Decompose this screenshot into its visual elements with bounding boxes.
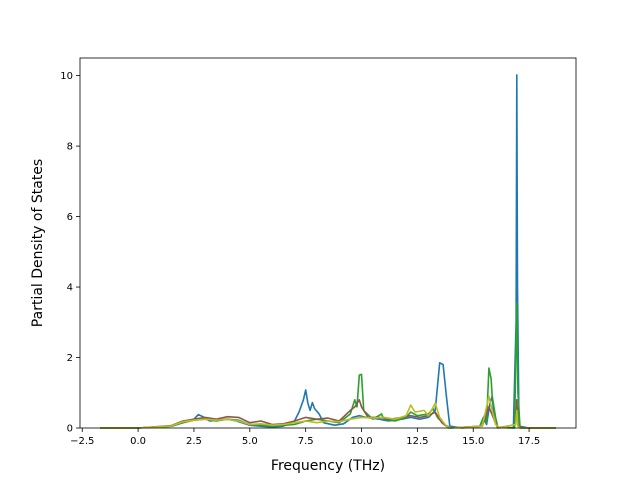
plot-frame <box>79 57 577 429</box>
y-tick-label: 0 <box>67 424 73 435</box>
y-tick-label: 6 <box>67 212 73 223</box>
series-layer <box>100 74 556 429</box>
x-tick-label: 7.5 <box>298 436 314 447</box>
series-line-3 <box>100 398 556 429</box>
series-line-4 <box>100 395 556 429</box>
y-tick-label: 8 <box>67 142 73 153</box>
x-tick-label: 2.5 <box>186 436 202 447</box>
x-tick-label: 12.5 <box>406 436 428 447</box>
y-tick-label: 10 <box>60 71 73 82</box>
y-tick-label: 4 <box>67 283 73 294</box>
x-tick-label: 10.0 <box>350 436 372 447</box>
y-axis-ticks: 0 2 4 6 8 10 <box>60 71 80 435</box>
x-axis-ticks: −2.5 0.0 2.5 5.0 7.5 10.0 12.5 15.0 17.5 <box>70 428 540 447</box>
x-tick-label: 5.0 <box>242 436 258 447</box>
y-tick-label: 2 <box>67 353 73 364</box>
y-axis-label: Partial Density of States <box>30 159 46 327</box>
x-tick-label: 15.0 <box>462 436 484 447</box>
x-tick-label: 17.5 <box>518 436 540 447</box>
x-axis-label: Frequency (THz) <box>271 458 385 474</box>
x-tick-label: −2.5 <box>70 436 94 447</box>
x-tick-label: 0.0 <box>130 436 146 447</box>
